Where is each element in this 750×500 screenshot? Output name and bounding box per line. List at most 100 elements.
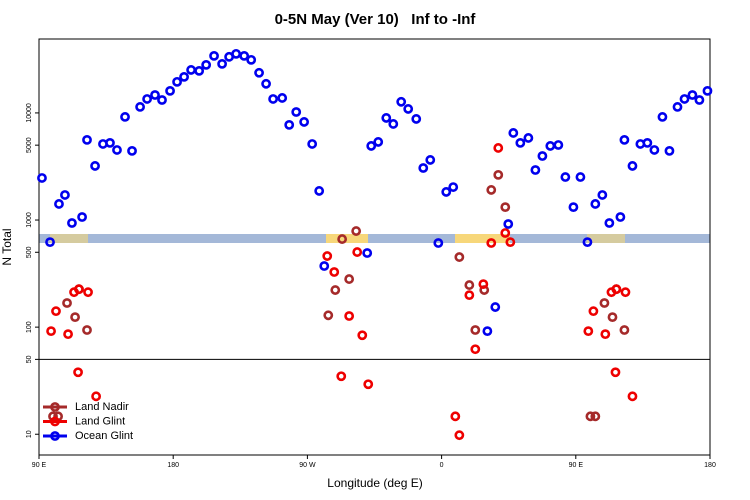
point [46,326,56,337]
point [357,330,368,341]
point [344,311,355,321]
point [201,59,212,70]
point [74,284,84,295]
point [70,312,80,323]
point [657,112,668,122]
point [82,325,92,335]
point [560,172,571,182]
point [323,310,334,321]
point [366,141,377,151]
point [464,280,475,290]
point [500,228,511,238]
point [37,173,47,183]
point [362,248,373,258]
point [604,218,615,228]
point [425,155,436,165]
point [363,379,374,390]
x-tick-label: 180 [167,462,179,469]
point [411,114,422,124]
point [486,185,497,195]
point [523,133,534,143]
point [73,367,83,378]
point [105,137,115,148]
point [120,112,130,122]
point [112,145,122,155]
point [337,234,348,244]
point [77,212,87,222]
point [642,137,653,148]
point [330,285,341,295]
point [135,102,145,112]
point [553,140,564,150]
point [246,54,257,65]
point [299,117,310,127]
point [91,391,102,402]
point [687,90,698,100]
point [157,95,167,105]
land-strip [50,234,88,243]
point [627,161,638,171]
point [500,202,511,213]
point [672,102,683,112]
x-tick-label: 180 [704,462,716,469]
point [649,145,660,155]
point [607,312,618,323]
point [486,238,497,248]
point [610,367,621,378]
point [45,237,55,248]
point [620,287,631,298]
point [590,411,601,422]
point [63,329,73,340]
plot-frame [38,38,711,456]
point [619,325,630,335]
point [344,274,355,284]
point [537,151,548,161]
point [67,218,77,228]
point [464,290,475,301]
point [127,146,137,156]
point [381,113,392,123]
point [142,94,153,104]
point [291,107,302,117]
land-strip [587,234,625,243]
point [503,219,514,229]
point [493,169,504,180]
point [568,202,579,213]
point [319,261,330,271]
point [307,139,318,149]
point [694,95,705,105]
point [277,93,288,103]
point [478,279,489,290]
point [590,199,601,209]
point [679,94,690,104]
point [619,134,630,145]
point [615,212,626,222]
point [261,78,271,89]
point [493,143,504,153]
point [352,247,363,257]
point [217,58,228,69]
y-tick-label: 50 [26,355,33,363]
point [600,329,611,340]
point [165,85,175,96]
point [150,90,160,100]
point [585,411,596,422]
point [172,76,182,87]
point [627,391,638,402]
point [490,302,501,312]
point [530,165,541,175]
map-band [39,234,710,243]
point [448,182,459,192]
point [599,298,610,308]
point [418,163,429,173]
land-strip [455,234,510,243]
y-tick-label: 100 [26,321,33,333]
point [254,67,264,78]
point [60,190,70,200]
point [329,267,340,277]
point [403,104,414,114]
point [90,161,100,171]
chart-title: 0-5N May (Ver 10) Inf to -Inf [275,11,477,28]
point [62,298,72,308]
